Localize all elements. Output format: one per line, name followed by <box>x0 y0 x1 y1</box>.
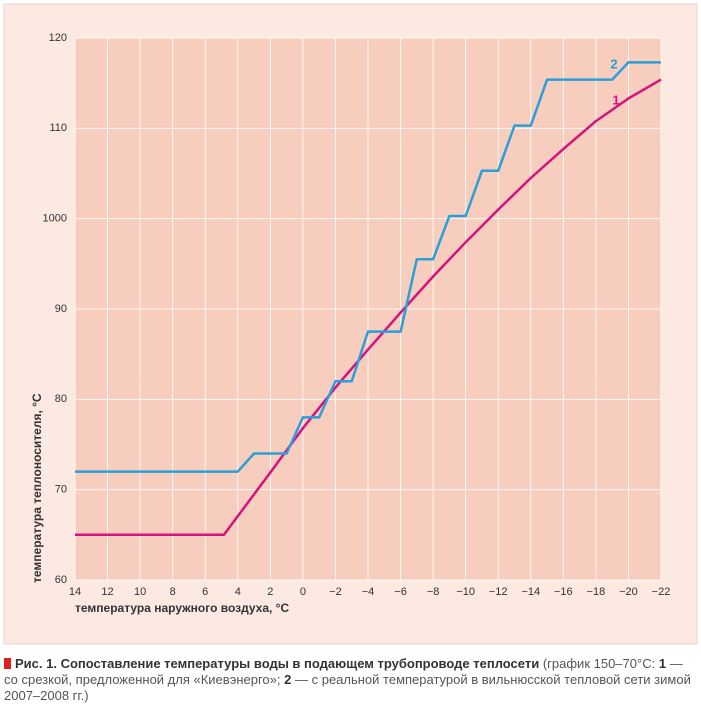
caption-text: (график 150–70°С: <box>542 656 656 671</box>
x-tick-label: −16 <box>554 586 573 598</box>
caption-title: Рис. 1. Сопоставление температуры воды в… <box>15 656 540 671</box>
x-tick-label: −4 <box>362 586 375 598</box>
x-tick-label: 12 <box>101 586 113 598</box>
y-axis-label: температура теплоносителя, °С <box>30 393 44 583</box>
x-tick-label: 2 <box>267 586 273 598</box>
caption-index: 2 <box>284 672 292 687</box>
x-axis-label: температура наружного воздуха, °С <box>75 601 289 615</box>
y-tick-label: 70 <box>55 484 67 496</box>
caption-text: — с реальной температурой в вильнюсской … <box>4 672 691 703</box>
y-tick-label: 80 <box>55 393 67 405</box>
caption-text: — со срезкой, предложенной для «Киевэнер… <box>4 656 683 687</box>
x-tick-label: 6 <box>202 586 208 598</box>
caption: Рис. 1. Сопоставление температуры воды в… <box>4 656 698 704</box>
x-tick-label: −10 <box>456 586 475 598</box>
y-tick-label: 60 <box>55 574 67 586</box>
y-tick-label: 90 <box>55 303 67 315</box>
chart: температура теплоносителя, °С температур… <box>3 3 698 645</box>
caption-marker <box>4 658 11 669</box>
x-tick-label: 14 <box>69 586 81 598</box>
series-label: 1 <box>612 92 619 107</box>
y-tick-label: 120 <box>49 32 67 44</box>
caption-index: 1 <box>658 656 667 671</box>
series-line <box>75 78 662 537</box>
x-tick-label: −18 <box>587 586 606 598</box>
x-tick-label: 0 <box>300 586 306 598</box>
x-tick-label: 8 <box>170 586 176 598</box>
x-tick-label: −14 <box>521 586 540 598</box>
x-tick-label: −22 <box>652 586 671 598</box>
y-tick-label: 1000 <box>43 213 67 225</box>
x-tick-label: −2 <box>329 586 342 598</box>
x-tick-label: 10 <box>134 586 146 598</box>
y-tick-label: 110 <box>49 122 67 134</box>
x-tick-label: −6 <box>394 586 407 598</box>
series-label: 2 <box>610 56 617 71</box>
x-tick-label: −20 <box>619 586 638 598</box>
series-line <box>75 61 661 473</box>
x-tick-label: −8 <box>427 586 440 598</box>
x-tick-label: 4 <box>235 586 241 598</box>
x-tick-label: −12 <box>489 586 508 598</box>
